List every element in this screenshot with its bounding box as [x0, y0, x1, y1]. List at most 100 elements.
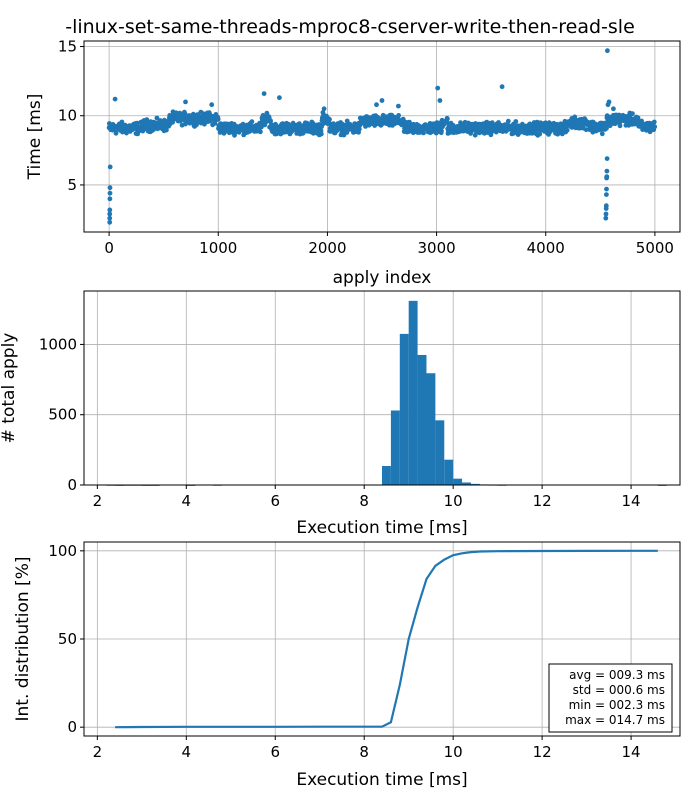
scatter-point	[611, 106, 616, 112]
cdf-y-axis-label: Int. distribution [%]	[13, 557, 33, 722]
scatter-point	[154, 115, 160, 121]
scatter-frame	[83, 40, 681, 233]
histogram-bar	[435, 420, 445, 485]
cdf-ticks: 2 4 6 8 10 12 14 0 50 100	[48, 542, 640, 761]
scatter-point	[374, 102, 379, 108]
x-tick-label: 8	[359, 743, 369, 761]
x-tick-label: 10	[444, 492, 463, 510]
scatter-ticks: 0 1000 2000 3000 4000 5000 5 10 15	[58, 38, 674, 257]
scatter-point	[134, 120, 140, 126]
scatter-point	[183, 99, 188, 105]
scatter-point	[107, 215, 113, 221]
scatter-point	[435, 85, 441, 91]
x-tick-label: 4	[182, 743, 192, 761]
histogram-bar	[470, 483, 480, 485]
x-tick-label: 0	[104, 239, 114, 257]
scatter-point	[327, 117, 332, 122]
scatter-point	[605, 48, 610, 54]
scatter-point	[572, 114, 578, 120]
scatter-point	[604, 156, 610, 162]
histogram-bar	[417, 354, 427, 485]
histogram-frame	[83, 290, 681, 486]
scatter-point	[606, 99, 612, 105]
scatter-point	[604, 125, 609, 131]
y-tick-label: 500	[48, 406, 77, 424]
stats-box: avg = 009.3 ms std = 000.6 ms min = 002.…	[548, 663, 673, 733]
x-tick-label: 1000	[199, 239, 237, 257]
scatter-point	[396, 113, 401, 118]
scatter-point	[396, 103, 401, 109]
scatter-point	[421, 130, 426, 136]
scatter-point	[258, 129, 263, 135]
scatter-point	[249, 119, 255, 125]
histogram-bars	[106, 300, 667, 486]
stats-box-border	[548, 663, 673, 733]
y-tick-label: 15	[58, 38, 77, 56]
histogram-bar	[426, 373, 436, 485]
x-tick-label: 5000	[636, 239, 674, 257]
scatter-point	[651, 119, 657, 125]
scatter-points	[106, 48, 658, 225]
cdf-panel: 2 4 6 8 10 12 14 0 50 100 Execution time [ms] Int…	[13, 541, 681, 790]
scatter-point	[236, 129, 242, 135]
histogram-x-axis-label: Execution time [ms]	[296, 518, 467, 538]
scatter-point	[599, 131, 605, 137]
y-tick-label: 5	[67, 176, 77, 194]
histogram-bar	[382, 466, 391, 485]
scatter-point	[603, 215, 609, 221]
scatter-panel: 0 1000 2000 3000 4000 5000 5 10 15 apply index T…	[25, 38, 681, 288]
scatter-y-axis-label: Time [ms]	[25, 94, 45, 181]
x-tick-label: 12	[533, 743, 552, 761]
scatter-point	[499, 84, 505, 90]
x-tick-label: 10	[444, 743, 463, 761]
scatter-point	[194, 122, 199, 128]
cdf-series-line	[115, 549, 658, 729]
scatter-point	[268, 118, 273, 124]
scatter-point	[261, 91, 267, 96]
scatter-point	[652, 124, 658, 130]
scatter-point	[310, 121, 316, 126]
x-tick-label: 2	[93, 743, 103, 761]
scatter-point	[630, 111, 635, 116]
scatter-point	[277, 95, 282, 101]
stats-max: max = 014.7 ms	[565, 713, 665, 727]
histogram-bar	[444, 459, 454, 485]
stats-avg: avg = 009.3 ms	[569, 668, 665, 682]
x-tick-label: 3000	[417, 239, 455, 257]
scatter-point	[604, 186, 609, 192]
scatter-point	[505, 118, 511, 124]
scatter-grid	[84, 41, 680, 232]
histogram-bar	[453, 478, 463, 485]
scatter-point	[107, 207, 113, 213]
x-tick-label: 2000	[308, 239, 346, 257]
histogram-y-axis-label: # total apply	[0, 333, 19, 444]
x-tick-label: 14	[622, 492, 641, 510]
scatter-point	[107, 185, 113, 191]
scatter-point	[437, 98, 443, 103]
x-tick-label: 12	[533, 492, 552, 510]
scatter-point	[379, 98, 385, 103]
x-tick-label: 4	[182, 492, 192, 510]
stats-min: min = 002.3 ms	[569, 698, 665, 712]
scatter-point	[445, 116, 450, 122]
y-tick-label: 10	[58, 107, 77, 125]
y-tick-label: 0	[67, 476, 77, 494]
scatter-point	[439, 128, 444, 134]
scatter-point	[107, 164, 113, 170]
scatter-point	[604, 192, 609, 198]
scatter-point	[318, 131, 324, 137]
x-tick-label: 6	[270, 492, 280, 510]
x-tick-label: 14	[622, 743, 641, 761]
scatter-point	[537, 131, 543, 137]
cdf-line	[115, 549, 658, 729]
scatter-point	[603, 211, 609, 217]
scatter-point	[603, 203, 609, 209]
y-tick-label: 100	[48, 542, 77, 560]
histogram-bar	[462, 482, 471, 485]
scatter-point	[564, 127, 570, 133]
y-tick-label: 0	[67, 718, 77, 736]
y-tick-label: 1000	[39, 335, 77, 353]
scatter-point	[604, 174, 610, 180]
x-tick-label: 4000	[527, 239, 565, 257]
